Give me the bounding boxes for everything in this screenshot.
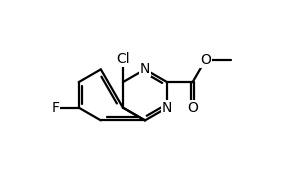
- Text: F: F: [52, 101, 60, 115]
- Text: N: N: [162, 101, 172, 115]
- Text: O: O: [187, 101, 198, 115]
- Text: Cl: Cl: [116, 52, 130, 66]
- Text: O: O: [200, 53, 211, 67]
- Text: N: N: [140, 62, 150, 76]
